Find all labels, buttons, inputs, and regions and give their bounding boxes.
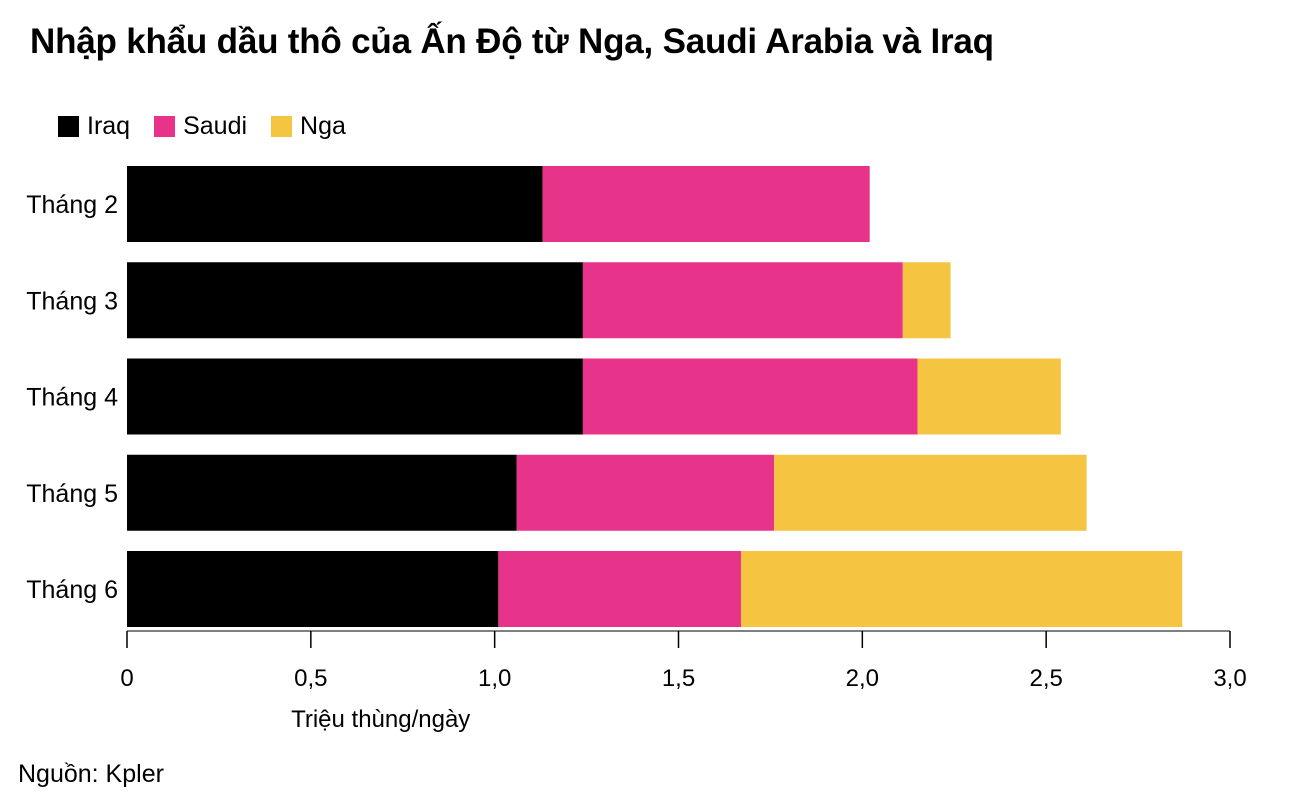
x-tick-label: 0,5 <box>294 665 327 692</box>
category-label-thang-2: Tháng 2 <box>26 191 118 219</box>
bar-thang-2-saudi <box>542 166 870 242</box>
bar-thang-6-saudi <box>498 551 742 627</box>
x-tick-label: 2,0 <box>846 665 879 692</box>
x-tick-label: 2,5 <box>1029 665 1062 692</box>
bar-thang-4-saudi <box>582 358 918 435</box>
legend-item-nga: Nga <box>271 112 346 141</box>
x-tick-label: 3,0 <box>1213 665 1246 692</box>
bar-thang-5-saudi <box>516 454 775 531</box>
legend-item-iraq: Iraq <box>58 112 130 141</box>
bar-thang-3-iraq <box>127 262 583 339</box>
category-label-thang-5: Tháng 5 <box>26 480 118 508</box>
bar-thang-5-nga <box>774 454 1087 531</box>
bar-thang-2-iraq <box>127 166 543 242</box>
bar-thang-6-iraq <box>127 551 499 627</box>
bar-thang-3-nga <box>902 262 951 339</box>
bar-thang-3-saudi <box>582 262 903 339</box>
x-axis-title: Triệu thùng/ngày <box>291 706 470 733</box>
legend-swatch-iraq <box>58 116 79 137</box>
bar-thang-5-iraq <box>127 454 517 531</box>
category-label-thang-6: Tháng 6 <box>26 576 118 604</box>
category-label-thang-4: Tháng 4 <box>26 384 118 412</box>
category-label-thang-3: Tháng 3 <box>26 287 118 315</box>
bar-thang-4-nga <box>917 358 1061 435</box>
x-tick-label: 0 <box>120 665 133 692</box>
chart-legend: Iraq Saudi Nga <box>58 112 370 141</box>
legend-item-saudi: Saudi <box>154 112 247 141</box>
legend-label-saudi: Saudi <box>183 112 248 140</box>
chart-title: Nhập khẩu dầu thô của Ấn Độ từ Nga, Saud… <box>30 22 994 61</box>
bar-thang-4-iraq <box>127 358 583 435</box>
bar-thang-6-nga <box>741 551 1183 627</box>
legend-label-nga: Nga <box>300 112 346 140</box>
source-note: Nguồn: Kpler <box>18 760 164 788</box>
legend-label-iraq: Iraq <box>87 112 131 140</box>
legend-swatch-saudi <box>154 116 176 137</box>
x-tick-label: 1,0 <box>478 665 511 692</box>
legend-swatch-nga <box>271 116 293 137</box>
x-tick-label: 1,5 <box>662 665 695 692</box>
